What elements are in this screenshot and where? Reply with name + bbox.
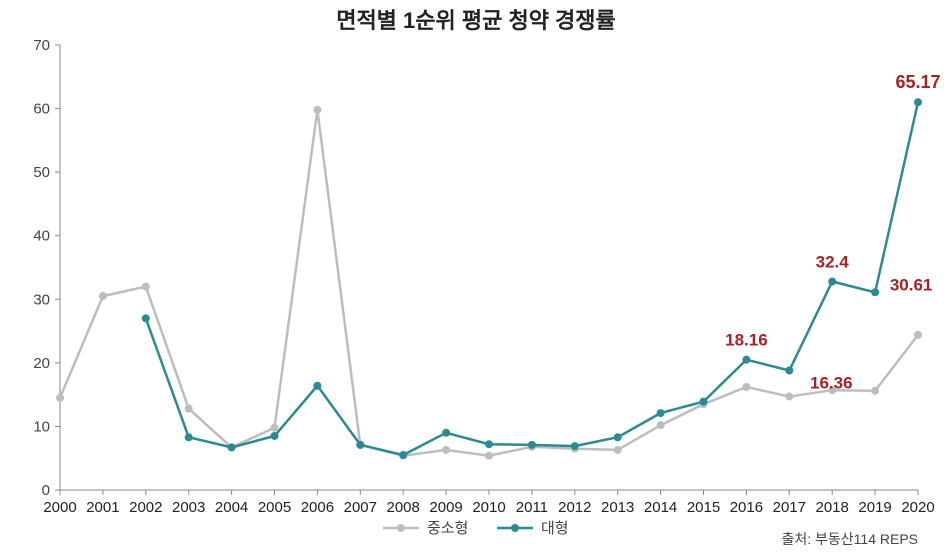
x-tick-label: 2015 bbox=[687, 499, 720, 516]
x-tick-label: 2017 bbox=[773, 499, 806, 516]
series-line-1 bbox=[146, 102, 918, 455]
x-tick-label: 2004 bbox=[215, 499, 248, 516]
data-label: 16.36 bbox=[810, 373, 853, 392]
chart-svg: 면적별 1순위 평균 청약 경쟁률 0 10 20 30 40 50 60 70 2000 2001… bbox=[0, 0, 952, 553]
series-marker-1 bbox=[742, 356, 750, 364]
y-tick-label: 0 bbox=[42, 482, 50, 499]
series-marker-0 bbox=[485, 452, 493, 460]
data-label: 65.17 bbox=[895, 72, 940, 92]
chart-source: 출처: 부동산114 REPS bbox=[781, 531, 918, 547]
y-tick-label: 20 bbox=[33, 355, 50, 372]
y-tick-label: 50 bbox=[33, 164, 50, 181]
series-line-0 bbox=[60, 110, 918, 456]
x-tick-label: 2000 bbox=[43, 499, 76, 516]
series-marker-1 bbox=[614, 433, 622, 441]
y-tick-label: 30 bbox=[33, 291, 50, 308]
data-label: 32.4 bbox=[816, 252, 850, 271]
series-marker-1 bbox=[313, 382, 321, 390]
x-tick-label: 2019 bbox=[858, 499, 891, 516]
series-marker-0 bbox=[313, 106, 321, 114]
x-tick-label: 2016 bbox=[730, 499, 763, 516]
x-tick-label: 2013 bbox=[601, 499, 634, 516]
series-marker-1 bbox=[528, 441, 536, 449]
series-marker-1 bbox=[871, 288, 879, 296]
x-tick-label: 2007 bbox=[344, 499, 377, 516]
y-tick-label: 60 bbox=[33, 101, 50, 118]
x-tick-label: 2009 bbox=[429, 499, 462, 516]
series-marker-1 bbox=[228, 443, 236, 451]
legend-label: 대형 bbox=[541, 520, 569, 537]
series-marker-0 bbox=[271, 424, 279, 432]
legend-marker bbox=[511, 524, 519, 532]
series-marker-1 bbox=[356, 441, 364, 449]
series-marker-1 bbox=[271, 432, 279, 440]
series-marker-0 bbox=[99, 292, 107, 300]
series-marker-1 bbox=[785, 366, 793, 374]
chart-container: 면적별 1순위 평균 청약 경쟁률 0 10 20 30 40 50 60 70 2000 2001… bbox=[0, 0, 952, 553]
series-marker-1 bbox=[914, 98, 922, 106]
x-tick-label: 2001 bbox=[86, 499, 119, 516]
chart-title: 면적별 1순위 평균 청약 경쟁률 bbox=[336, 8, 616, 33]
series-marker-0 bbox=[185, 405, 193, 413]
series-marker-0 bbox=[657, 421, 665, 429]
x-tick-label: 2018 bbox=[816, 499, 849, 516]
x-tick-label: 2005 bbox=[258, 499, 291, 516]
series-marker-0 bbox=[442, 446, 450, 454]
series-marker-1 bbox=[442, 429, 450, 437]
x-tick-label: 2003 bbox=[172, 499, 205, 516]
series-marker-1 bbox=[399, 451, 407, 459]
legend-label: 중소형 bbox=[427, 520, 468, 537]
y-tick-label: 70 bbox=[33, 37, 50, 54]
data-label: 30.61 bbox=[890, 275, 933, 294]
x-tick-label: 2020 bbox=[901, 499, 934, 516]
series-marker-0 bbox=[56, 394, 64, 402]
series-marker-1 bbox=[700, 398, 708, 406]
x-tick-label: 2011 bbox=[516, 499, 548, 516]
series-marker-0 bbox=[785, 393, 793, 401]
x-tick-label: 2002 bbox=[129, 499, 162, 516]
x-tick-label: 2014 bbox=[644, 499, 677, 516]
x-tick-label: 2010 bbox=[472, 499, 505, 516]
series-marker-0 bbox=[742, 383, 750, 391]
series-marker-0 bbox=[142, 283, 150, 291]
series-marker-0 bbox=[614, 446, 622, 454]
x-tick-label: 2008 bbox=[387, 499, 420, 516]
series-marker-1 bbox=[185, 433, 193, 441]
legend-marker bbox=[397, 524, 405, 532]
y-tick-label: 10 bbox=[33, 418, 50, 435]
series-marker-1 bbox=[657, 409, 665, 417]
series-marker-0 bbox=[914, 331, 922, 339]
x-tick-label: 2012 bbox=[558, 499, 591, 516]
series-marker-1 bbox=[485, 440, 493, 448]
data-label: 18.16 bbox=[725, 331, 768, 350]
y-tick-label: 40 bbox=[33, 228, 50, 245]
series-marker-1 bbox=[828, 277, 836, 285]
series-marker-1 bbox=[571, 442, 579, 450]
series-marker-1 bbox=[142, 314, 150, 322]
x-tick-label: 2006 bbox=[301, 499, 334, 516]
series-marker-0 bbox=[871, 387, 879, 395]
